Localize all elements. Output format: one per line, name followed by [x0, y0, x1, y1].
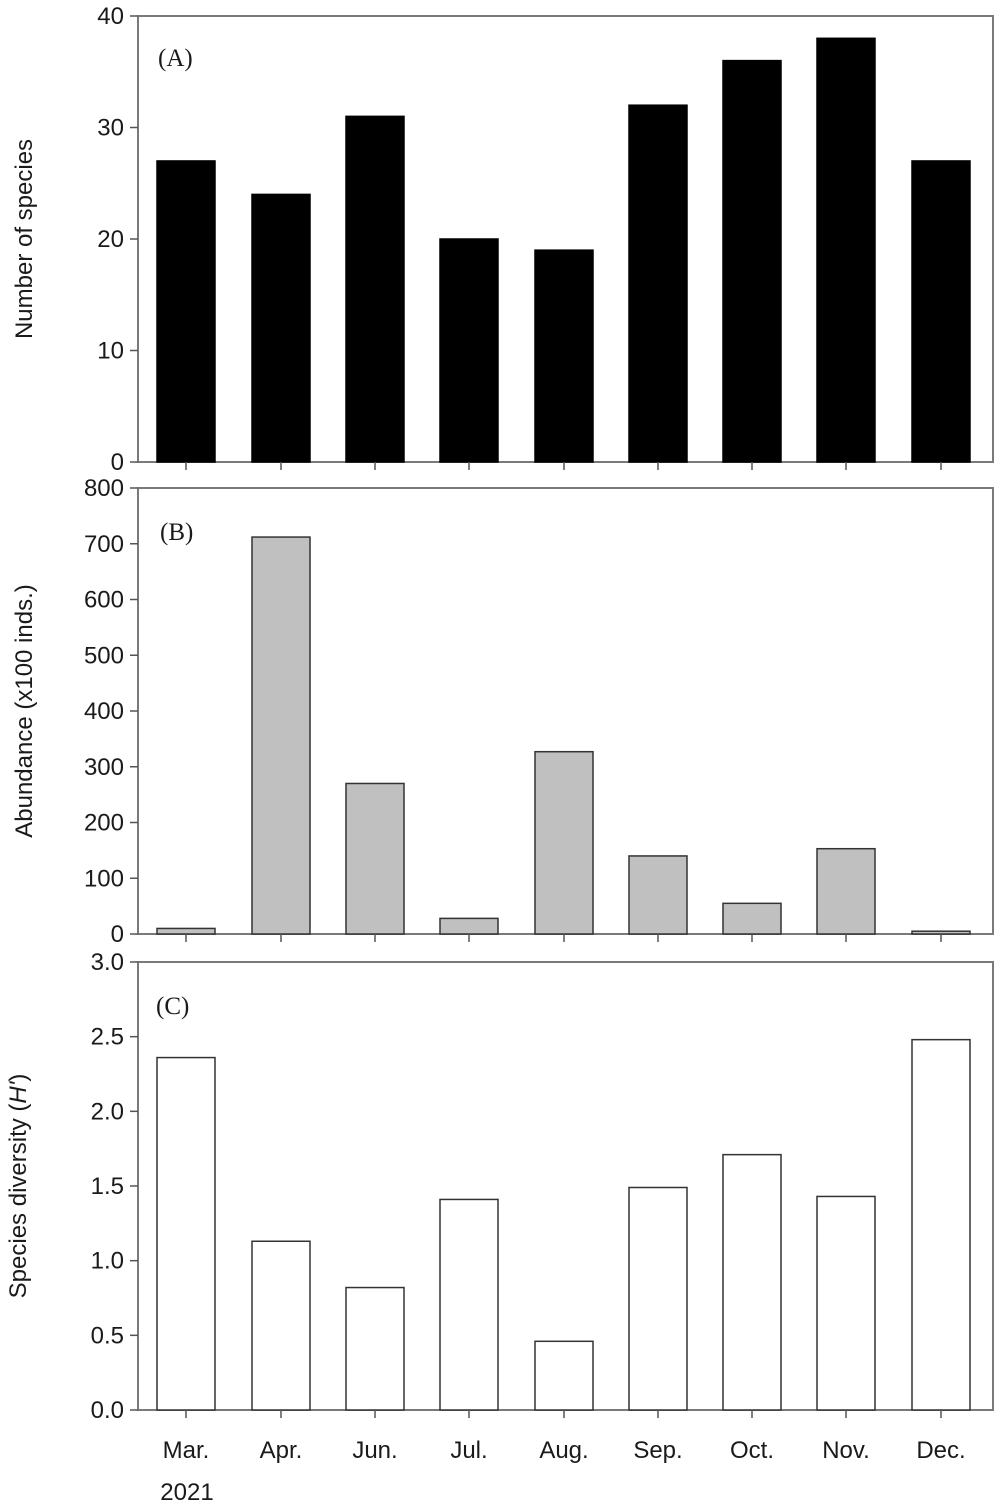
bar-mar [156, 1056, 216, 1411]
y-tick-label: 30 [97, 115, 124, 142]
y-tick-label: 0.5 [91, 1322, 124, 1349]
x-tick-label: Mar. [163, 1437, 210, 1464]
bar-oct [722, 902, 782, 935]
panel-c-x-ticks [185, 1410, 942, 1418]
bar-jun [345, 115, 405, 463]
bar-dec [911, 930, 971, 935]
panel-a-label: (A) [158, 45, 193, 72]
bar-oct [722, 1153, 782, 1411]
y-tick-label: 300 [84, 754, 124, 781]
bar-oct [722, 59, 782, 463]
bar-jun [345, 782, 405, 935]
x-tick-label: Apr. [260, 1437, 303, 1464]
bar-jun [345, 1286, 405, 1411]
bar-apr [251, 536, 311, 935]
y-tick-label: 700 [84, 531, 124, 558]
y-tick-label: 0.0 [91, 1397, 124, 1424]
y-tick-label: 800 [84, 475, 124, 502]
y-tick-label: 10 [97, 338, 124, 365]
y-tick-label: 200 [84, 810, 124, 837]
panel-c-label: (C) [156, 993, 189, 1020]
y-tick-label: 40 [97, 3, 124, 30]
bar-mar [156, 927, 216, 935]
x-tick-label: Jun. [352, 1437, 397, 1464]
bar-sep [628, 1186, 688, 1411]
y-tick-label: 0 [111, 921, 124, 948]
y-tick-label: 3.0 [91, 949, 124, 976]
panel-b-y-axis-title: Abundance (x100 inds.) [11, 584, 38, 838]
panel-a-y-axis-title: Number of species [11, 139, 38, 339]
bar-sep [628, 104, 688, 463]
panel-c-y-axis-title: Species diversity (H') [5, 1074, 32, 1299]
x-tick-label: Dec. [916, 1437, 965, 1464]
y-tick-label: 400 [84, 698, 124, 725]
panel-a-bars [156, 37, 971, 463]
x-axis-labels: Mar. Apr. Jun. Jul. Aug. Sep. Oct. Nov. Dec. [163, 1437, 966, 1464]
panel-a: (A) Number of species 0 10 20 30 40 [11, 3, 994, 476]
bar-jul [439, 1198, 499, 1411]
y-tick-label: 0 [111, 449, 124, 476]
panel-c-y-ticks: 0.0 0.5 1.0 1.5 2.0 2.5 3.0 [91, 949, 138, 1424]
bar-mar [156, 160, 216, 463]
panel-c-y-title-italic: H' [5, 1080, 32, 1103]
bar-dec [911, 160, 971, 463]
bar-aug [534, 249, 594, 463]
y-tick-label: 1.0 [91, 1248, 124, 1275]
bar-apr [251, 1240, 311, 1411]
panel-b-bars [156, 536, 971, 935]
panel-b-x-ticks [185, 934, 942, 942]
bar-nov [816, 1195, 876, 1411]
x-tick-label: Oct. [730, 1437, 774, 1464]
x-tick-label: Aug. [539, 1437, 588, 1464]
y-tick-label: 500 [84, 642, 124, 669]
y-tick-label: 100 [84, 865, 124, 892]
bar-nov [816, 37, 876, 463]
panel-c: (C) Species diversity (H') 0.0 0.5 1.0 1.5 2… [5, 949, 994, 1506]
panel-c-bars [156, 1038, 971, 1411]
bar-nov [816, 847, 876, 935]
x-tick-label: Sep. [633, 1437, 682, 1464]
bar-sep [628, 855, 688, 935]
bar-aug [534, 750, 594, 935]
panel-b: (B) Abundance (x100 inds.) 0 100 200 300 400… [11, 475, 994, 948]
bar-jul [439, 238, 499, 463]
x-tick-label: Nov. [822, 1437, 870, 1464]
panel-c-y-title-prefix: Species diversity ( [5, 1104, 32, 1299]
y-tick-label: 20 [97, 226, 124, 253]
bar-dec [911, 1038, 971, 1411]
bar-apr [251, 193, 311, 463]
panel-a-y-ticks: 0 10 20 30 40 [97, 3, 138, 476]
x-axis-year-label: 2021 [160, 1479, 213, 1506]
panel-c-y-title-suffix: ) [5, 1074, 32, 1082]
y-tick-label: 1.5 [91, 1173, 124, 1200]
y-tick-label: 600 [84, 587, 124, 614]
panel-a-x-ticks [185, 462, 942, 470]
panel-b-y-ticks: 0 100 200 300 400 500 600 700 800 [84, 475, 138, 948]
x-tick-label: Jul. [450, 1437, 487, 1464]
bar-aug [534, 1340, 594, 1411]
panel-b-label: (B) [160, 519, 193, 546]
y-tick-label: 2.0 [91, 1098, 124, 1125]
y-tick-label: 2.5 [91, 1024, 124, 1051]
bar-jul [439, 917, 499, 935]
